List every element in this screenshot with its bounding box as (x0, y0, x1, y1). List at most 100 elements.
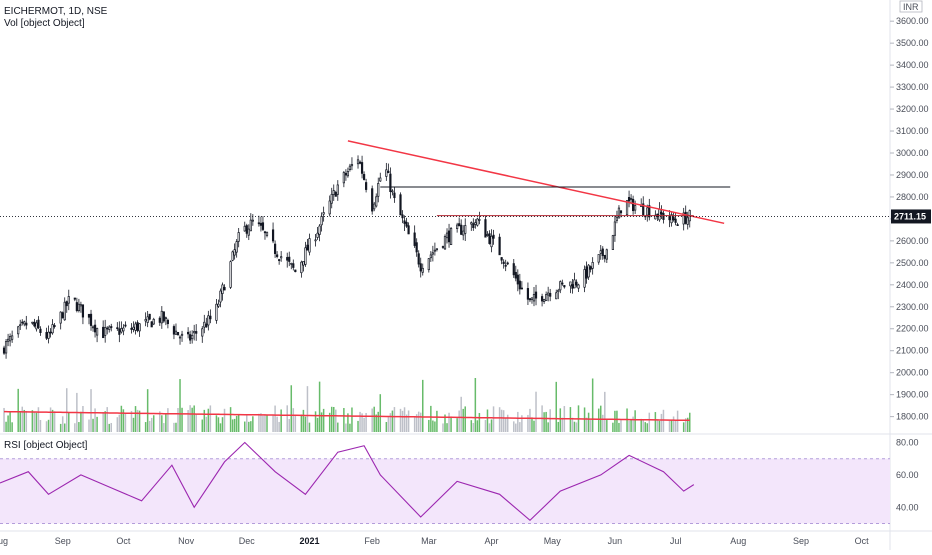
candle-body (150, 321, 153, 328)
candle-body (152, 318, 155, 325)
volume-bar (330, 406, 333, 432)
volume-bar (177, 408, 179, 432)
candle-body (559, 281, 562, 291)
volume-bar (662, 409, 665, 432)
volume-bar (110, 422, 112, 432)
volume-bar (195, 414, 197, 432)
candle-body (557, 289, 560, 293)
candle-body (261, 222, 265, 230)
volume-bar (614, 410, 616, 432)
volume-bar (515, 423, 517, 432)
time-tick-label: Mar (421, 536, 437, 546)
time-tick-label: Oct (855, 536, 870, 546)
volume-bar (349, 423, 351, 432)
candle-body (413, 232, 416, 246)
volume-bar (442, 423, 444, 432)
volume-bar (365, 412, 367, 432)
candle-body (280, 256, 283, 259)
volume-bar (61, 416, 64, 432)
candle-body (433, 249, 436, 252)
candle-body (506, 262, 509, 265)
volume-bar (191, 407, 193, 432)
volume-bar (120, 405, 123, 432)
candle-body (375, 196, 378, 207)
candle-body (217, 303, 220, 307)
volume-bar (413, 417, 416, 432)
candle-body (65, 301, 68, 307)
candle-body (415, 242, 418, 253)
candle-body (304, 247, 307, 265)
time-tick-label: Aug (730, 536, 746, 546)
candle-body (615, 216, 619, 221)
volume-bar (304, 416, 307, 432)
volume-bar (686, 417, 689, 432)
trendline[interactable] (347, 140, 725, 225)
candle-body (257, 222, 261, 225)
volume-bar (575, 422, 578, 432)
candle-body (528, 298, 532, 301)
candle-body (47, 331, 50, 339)
candle-body (526, 288, 530, 300)
candle-body (106, 327, 109, 330)
candle-body (314, 239, 317, 242)
candle-body (144, 319, 147, 322)
candle-body (87, 313, 91, 318)
candle-body (75, 302, 78, 311)
candle-body (294, 269, 297, 273)
volume-bar (460, 396, 462, 432)
volume-bar (504, 417, 507, 432)
candle-body (672, 216, 675, 221)
volume-bar (233, 418, 236, 432)
volume-bar (585, 417, 588, 432)
time-tick-label: May (544, 536, 562, 546)
candle-body (472, 223, 475, 228)
volume-bar (3, 407, 5, 432)
volume-bar (654, 412, 657, 432)
rsi-tick-label: 60.00 (896, 470, 919, 480)
candle-body (174, 330, 178, 335)
candle-body (21, 321, 24, 324)
volume-bar (280, 409, 282, 432)
volume-bar (189, 405, 191, 432)
candle-body (344, 172, 347, 176)
volume-bar (434, 421, 436, 432)
candle-body (77, 303, 80, 312)
volume-bar (527, 414, 529, 432)
volume-bar (104, 411, 106, 432)
volume-bar (642, 419, 644, 432)
candle-body (176, 331, 180, 336)
volume-bar (108, 423, 110, 432)
candle-body (419, 263, 422, 272)
volume-bar (63, 423, 66, 432)
candle-body (377, 183, 380, 197)
candle-body (17, 326, 20, 335)
price-tick-label: 3200.00 (896, 104, 929, 114)
candle-body (158, 317, 161, 323)
volume-bar (308, 422, 311, 432)
candle-body (518, 280, 521, 290)
volume-bar (521, 415, 523, 432)
candle-body (73, 297, 76, 300)
candle-body (243, 225, 246, 232)
volume-bar (223, 408, 226, 432)
candle-body (2, 347, 6, 354)
volume-bar (35, 412, 38, 432)
candle-body (619, 210, 623, 214)
candle-body (441, 246, 445, 248)
volume-bar (557, 421, 560, 432)
candle-body (195, 331, 198, 334)
candle-body (81, 304, 85, 318)
candle-body (245, 225, 248, 234)
candle-body (393, 192, 396, 199)
candle-body (33, 321, 36, 327)
candle-body (67, 296, 70, 304)
volume-bar (343, 408, 345, 432)
volume-bar (488, 423, 491, 432)
candle-body (405, 221, 408, 227)
candle-body (233, 249, 236, 256)
candle-body (389, 173, 392, 192)
volume-bar (656, 420, 659, 432)
candle-body (387, 170, 390, 174)
